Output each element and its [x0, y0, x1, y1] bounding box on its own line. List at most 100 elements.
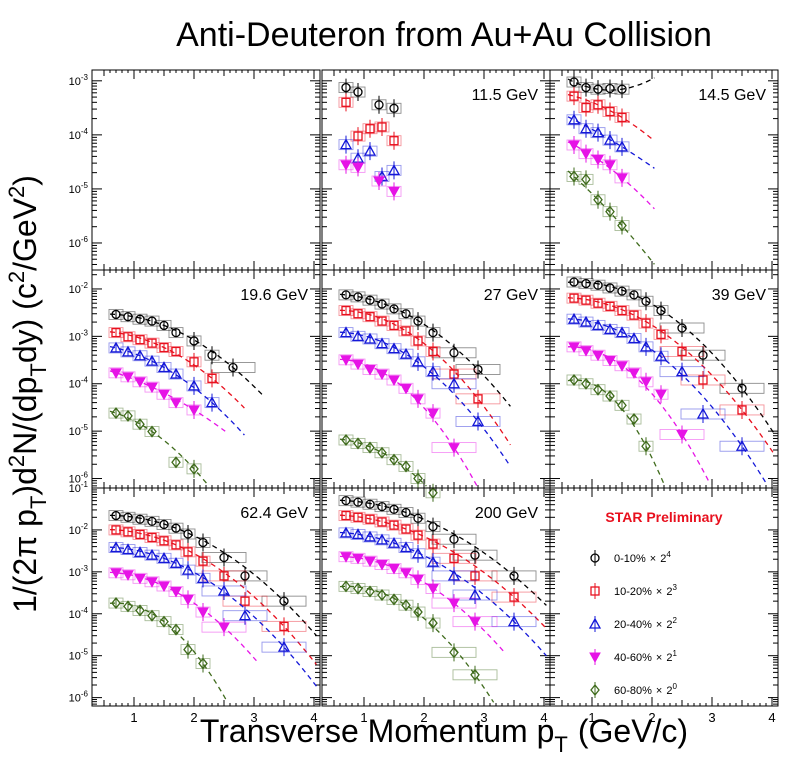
data-point [377, 517, 387, 527]
series-0-10% [338, 78, 402, 118]
y-label-sup-2: 2 [4, 271, 29, 283]
x-tick-label: 4 [540, 710, 547, 725]
fit-curve [567, 318, 768, 486]
y-tick-label-base: 10 [69, 130, 81, 142]
fit-curve [110, 514, 317, 637]
data-point [628, 368, 640, 379]
systematic-box [386, 319, 402, 331]
data-point [217, 584, 231, 596]
data-point [593, 193, 603, 206]
data-point [473, 394, 483, 404]
systematic-box [386, 303, 402, 315]
y-label-part-3: N/(dp [7, 377, 43, 455]
data-point [170, 586, 182, 598]
data-point [737, 383, 747, 393]
data-point [171, 346, 181, 357]
systematic-box [338, 305, 354, 317]
data-point [616, 361, 628, 372]
data-point [159, 519, 169, 530]
data-point [387, 164, 401, 176]
y-tick-label-exp: -5 [81, 648, 89, 657]
y-tick-label-exp: -6 [81, 471, 89, 480]
y-tick-label: 10-4 [69, 376, 89, 391]
legend-label-name: 40-60% [614, 652, 652, 664]
legend-entry: 10-20% × 23 [590, 583, 677, 599]
fit-curve [339, 514, 547, 629]
y-label-sub-1: T [26, 496, 51, 509]
y-tick-label-exp: -1 [81, 480, 89, 489]
data-point [389, 504, 399, 514]
data-point [375, 533, 389, 545]
y-tick-label: 10-5 [69, 181, 89, 196]
data-point [593, 383, 603, 396]
data-point [427, 408, 439, 420]
data-point [240, 596, 250, 606]
data-point [377, 501, 387, 512]
data-point [509, 592, 519, 602]
data-point [413, 530, 423, 540]
x-tick-label: 3 [480, 710, 487, 725]
fit-curve [567, 297, 775, 455]
data-point [365, 312, 375, 322]
y-tick-label-exp: -5 [81, 181, 89, 190]
systematic-box [626, 289, 642, 301]
panel-grid: 10-610-510-410-311.5 GeV 14.5 GeV10-610-5… [69, 0, 779, 725]
systematic-box [156, 519, 172, 530]
legend-label-exp: 0 [672, 682, 677, 691]
data-point [171, 456, 181, 469]
data-point [123, 312, 133, 322]
x-tick-label: 2 [648, 710, 655, 725]
data-point [135, 335, 145, 345]
data-point [629, 290, 639, 300]
legend-label-exp: 4 [666, 550, 671, 559]
data-point [134, 573, 146, 585]
energy-label: 19.6 GeV [240, 287, 308, 304]
fit-curve [339, 438, 427, 487]
fit-curve [567, 170, 655, 265]
series-10-20% [108, 327, 245, 409]
y-tick-label: 10-4 [69, 606, 89, 621]
data-point [401, 309, 411, 319]
data-point [629, 310, 639, 320]
systematic-box [362, 294, 378, 306]
data-point [135, 314, 145, 324]
data-point [197, 607, 209, 619]
data-point [567, 113, 581, 125]
data-point [122, 570, 134, 581]
data-point [389, 304, 399, 314]
data-point [568, 342, 580, 353]
data-point [605, 106, 615, 117]
data-point [735, 439, 749, 451]
data-point [373, 176, 385, 188]
y-tick-label-exp: -2 [81, 522, 89, 531]
systematic-box [374, 501, 390, 513]
data-point [198, 556, 208, 566]
data-point [389, 520, 399, 530]
data-point [412, 394, 424, 405]
y-tick-label-base: 10 [69, 651, 81, 663]
data-point [400, 383, 412, 395]
panel-2: 11.5 GeV [321, 69, 551, 271]
legend-label: 20-40% × 22 [614, 616, 677, 631]
data-point [581, 82, 591, 93]
y-tick-label-base: 10 [69, 184, 81, 196]
data-point [617, 84, 627, 94]
data-point [134, 377, 146, 388]
data-point [605, 301, 615, 311]
series-40-60% [338, 155, 402, 201]
data-point [401, 599, 411, 612]
data-point [426, 555, 440, 567]
data-point [447, 377, 461, 389]
data-point [353, 131, 363, 141]
legend-label-name: 10-20% [614, 586, 652, 598]
data-point [341, 433, 351, 447]
series-40-60% [108, 367, 226, 432]
data-point [352, 359, 364, 371]
data-point [111, 309, 121, 320]
data-point [579, 315, 593, 327]
data-point [449, 553, 459, 563]
data-point [641, 440, 651, 453]
y-tick-label-base: 10 [69, 474, 81, 486]
systematic-box [132, 513, 148, 525]
fit-curve [339, 531, 547, 657]
